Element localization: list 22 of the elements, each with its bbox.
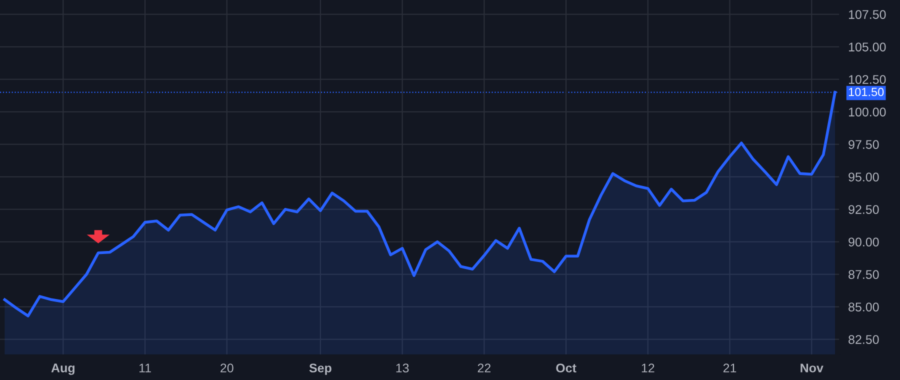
- x-tick-label: 21: [723, 364, 736, 372]
- y-tick-label: 92.50: [848, 205, 879, 214]
- x-tick-label: 22: [478, 364, 490, 372]
- y-tick-label: 100.00: [848, 108, 886, 116]
- y-tick-label: 102.50: [848, 75, 886, 84]
- y-tick-label: 82.50: [848, 335, 879, 344]
- x-tick-label: Sep: [309, 364, 332, 375]
- x-tick-label: 12: [642, 364, 654, 372]
- y-tick-label: 90.00: [848, 238, 879, 246]
- x-tick-label: 13: [396, 364, 409, 372]
- y-tick-label: 105.00: [848, 42, 886, 52]
- x-tick-label: Aug: [51, 364, 74, 375]
- x-tick-label: Oct: [556, 364, 576, 372]
- y-tick-label: 85.00: [848, 302, 879, 312]
- x-tick-label: Nov: [800, 364, 824, 372]
- y-tick-label: 97.50: [848, 140, 879, 149]
- x-tick-label: 20: [220, 364, 234, 372]
- x-tick-label: 11: [139, 364, 151, 372]
- y-tick-label: 87.50: [848, 270, 879, 279]
- y-tick-label: 107.50: [848, 10, 886, 19]
- ref-line-label: 101.50: [848, 88, 884, 96]
- y-tick-label: 95.00: [848, 172, 879, 182]
